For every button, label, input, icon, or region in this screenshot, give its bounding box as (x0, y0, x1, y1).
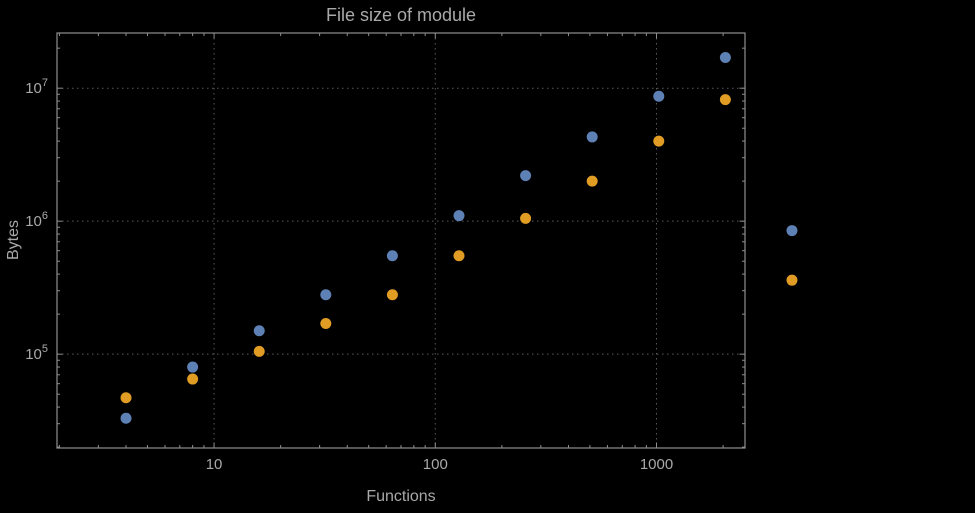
chart-title: File size of module (325, 5, 477, 25)
x-axis-label: Functions (366, 488, 436, 505)
series-blue (120, 52, 798, 424)
data-point (586, 131, 598, 143)
y-tick-label: 107 (25, 77, 48, 97)
data-point (187, 373, 199, 385)
y-axis-label: Bytes (5, 219, 22, 261)
plot-frame (56, 32, 746, 449)
data-point (786, 274, 798, 286)
data-point (320, 318, 332, 330)
data-point (520, 170, 532, 182)
y-tick-labels: 105 106 107 (25, 77, 48, 363)
data-point (320, 289, 332, 301)
data-point (586, 175, 598, 187)
data-point (719, 52, 731, 64)
data-point (120, 412, 132, 424)
data-point (253, 345, 265, 357)
data-point (453, 250, 465, 262)
y-tick-label: 105 (25, 343, 48, 363)
data-point (386, 250, 398, 262)
data-point (187, 361, 199, 373)
data-point (453, 210, 465, 222)
x-tick-label: 100 (423, 456, 448, 473)
data-point (253, 325, 265, 337)
data-point (786, 225, 798, 237)
data-point (386, 289, 398, 301)
x-tick-label: 10 (206, 456, 223, 473)
series-orange (120, 94, 798, 404)
tick-marks (57, 33, 745, 448)
x-tick-label: 1000 (640, 456, 673, 473)
y-tick-label: 106 (25, 210, 48, 230)
x-tick-labels: 10 100 1000 (206, 456, 673, 473)
data-point (719, 94, 731, 106)
data-point (653, 90, 665, 102)
data-point (653, 135, 665, 147)
data-point (120, 392, 132, 404)
data-point (520, 212, 532, 224)
gridlines (57, 33, 745, 448)
